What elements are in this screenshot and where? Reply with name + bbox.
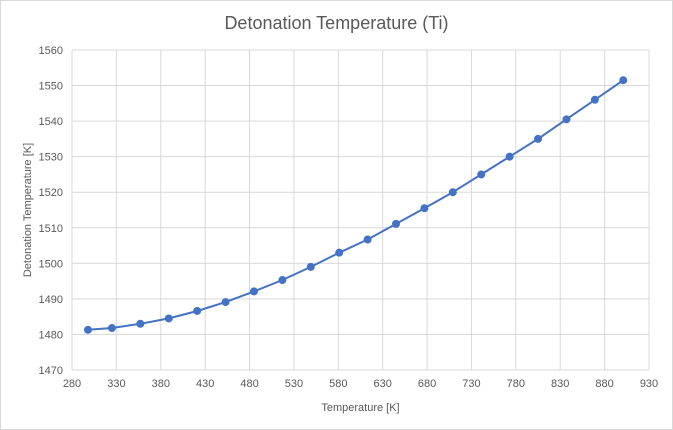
data-point	[83, 325, 92, 334]
data-point	[164, 314, 173, 323]
y-tick-label: 1520	[39, 187, 63, 199]
data-point	[306, 262, 315, 271]
data-point	[392, 219, 401, 228]
data-point	[534, 134, 543, 143]
x-tick-label: 680	[418, 378, 436, 390]
data-point	[590, 95, 599, 104]
data-point	[335, 248, 344, 257]
y-tick-label: 1510	[39, 223, 63, 235]
y-tick-label: 1490	[39, 294, 63, 306]
y-tick-label: 1470	[39, 365, 63, 377]
y-tick-label: 1500	[39, 258, 63, 270]
x-tick-label: 930	[640, 378, 658, 390]
y-axis-title: Detonation Temperature [K]	[22, 143, 34, 277]
tick-labels: 1470 1480 1490 1500 1510 1520 1530 1540 1550 1560…	[39, 45, 659, 390]
y-tick-label: 1540	[39, 116, 63, 128]
chart-title: Detonation Temperature (Ti)	[224, 13, 449, 33]
x-tick-label: 580	[329, 378, 347, 390]
y-tick-label: 1480	[39, 329, 63, 341]
x-tick-label: 730	[462, 378, 480, 390]
x-tick-label: 830	[551, 378, 569, 390]
data-point	[107, 324, 116, 333]
x-tick-label: 280	[63, 378, 81, 390]
series-line	[87, 79, 625, 331]
x-axis-title: Temperature [K]	[321, 402, 399, 414]
data-point	[619, 76, 628, 85]
x-tick-label: 380	[152, 378, 170, 390]
x-tick-label: 630	[374, 378, 392, 390]
data-point	[420, 204, 429, 213]
data-point	[193, 306, 202, 315]
x-tick-label: 530	[285, 378, 303, 390]
data-point	[221, 298, 230, 307]
data-point	[249, 287, 258, 296]
x-tick-label: 330	[107, 378, 125, 390]
x-tick-label: 430	[196, 378, 214, 390]
series-layer	[83, 76, 628, 334]
data-point	[448, 188, 457, 197]
x-tick-label: 780	[507, 378, 525, 390]
y-tick-label: 1560	[39, 45, 63, 57]
data-point	[562, 115, 571, 124]
data-point	[505, 152, 514, 161]
data-point	[477, 170, 486, 179]
data-point	[278, 276, 287, 285]
x-tick-label: 880	[595, 378, 613, 390]
x-tick-label: 480	[240, 378, 258, 390]
y-tick-label: 1550	[39, 81, 63, 93]
data-point	[136, 319, 145, 328]
data-point	[363, 235, 372, 244]
grid-layer	[71, 49, 650, 371]
y-tick-label: 1530	[39, 152, 63, 164]
